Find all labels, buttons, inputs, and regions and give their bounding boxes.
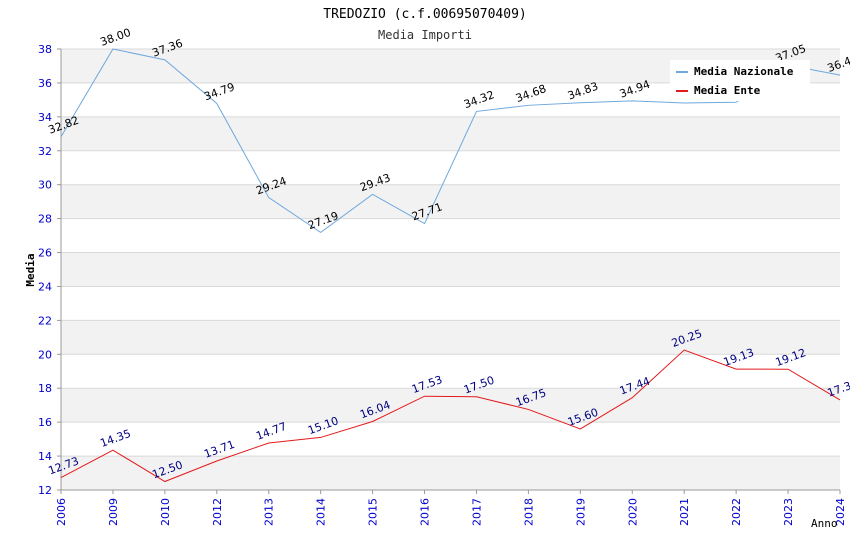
plot-band: [61, 252, 840, 287]
x-axis-ticks: 2006 2009 2010 2012 2013 2014 2015 2016 2017 2018…: [55, 490, 847, 526]
x-tick-label: 2015: [367, 498, 380, 526]
y-tick-label: 36: [38, 77, 52, 90]
legend-label-media-ente: Media Ente: [694, 84, 761, 97]
x-tick-label: 2023: [782, 498, 795, 526]
x-tick-label: 2006: [55, 498, 68, 526]
y-axis-ticks: 12 14 16 18 20 22 24 26 28 30 32 34 36 38: [38, 43, 61, 497]
y-axis-label: Media: [24, 253, 37, 286]
y-tick-label: 18: [38, 382, 52, 395]
x-axis-label: Anno: [811, 517, 838, 530]
legend-label-media-nazionale: Media Nazionale: [694, 65, 794, 78]
x-tick-label: 2018: [522, 498, 535, 526]
y-tick-label: 38: [38, 43, 52, 56]
gridlines: [61, 48, 840, 491]
chart-title: TREDOZIO (c.f.00695070409): [323, 7, 527, 22]
x-tick-label: 2012: [211, 498, 224, 526]
y-tick-label: 22: [38, 314, 52, 327]
y-tick-label: 32: [38, 145, 52, 158]
data-label-media-nazionale: 34.79: [202, 80, 236, 103]
data-label-media-ente: 17.31: [826, 377, 850, 400]
x-tick-label: 2013: [263, 498, 276, 526]
axes: [60, 49, 840, 491]
plot-band: [61, 320, 840, 355]
plot-band: [61, 116, 840, 151]
y-tick-label: 30: [38, 179, 52, 192]
y-tick-label: 12: [38, 484, 52, 497]
x-tick-label: 2014: [315, 498, 328, 526]
data-label-media-nazionale: 34.32: [462, 88, 496, 111]
series-line-media-nazionale: [60, 48, 841, 233]
plot-band: [61, 388, 840, 423]
series-lines: [60, 48, 841, 483]
y-tick-label: 26: [38, 247, 52, 260]
data-label-media-nazionale: 38.00: [99, 26, 133, 49]
plot-background: [61, 49, 840, 490]
y-tick-label: 24: [38, 280, 52, 293]
data-label-media-nazionale: 34.68: [514, 82, 548, 105]
y-tick-label: 20: [38, 348, 52, 361]
x-tick-label: 2022: [730, 498, 743, 526]
y-tick-label: 14: [38, 450, 52, 463]
plot-band: [61, 456, 840, 490]
x-tick-label: 2021: [678, 498, 691, 526]
y-tick-label: 28: [38, 213, 52, 226]
data-label-media-ente: 14.77: [254, 420, 288, 443]
x-tick-label: 2024: [834, 498, 847, 526]
legend-box: [670, 60, 810, 101]
y-tick-label: 16: [38, 416, 52, 429]
data-label-media-ente: 14.35: [99, 427, 133, 450]
x-tick-label: 2019: [574, 498, 587, 526]
y-tick-label: 34: [38, 111, 52, 124]
x-tick-label: 2017: [470, 498, 483, 526]
series-line-media-ente: [60, 349, 841, 483]
legend: Media Nazionale Media Ente: [670, 60, 810, 101]
plot-band: [61, 184, 840, 219]
x-tick-label: 2020: [626, 498, 639, 526]
x-tick-label: 2009: [107, 498, 120, 526]
chart-subtitle: Media Importi: [378, 28, 472, 42]
x-tick-label: 2010: [159, 498, 172, 526]
x-tick-label: 2016: [419, 498, 432, 526]
